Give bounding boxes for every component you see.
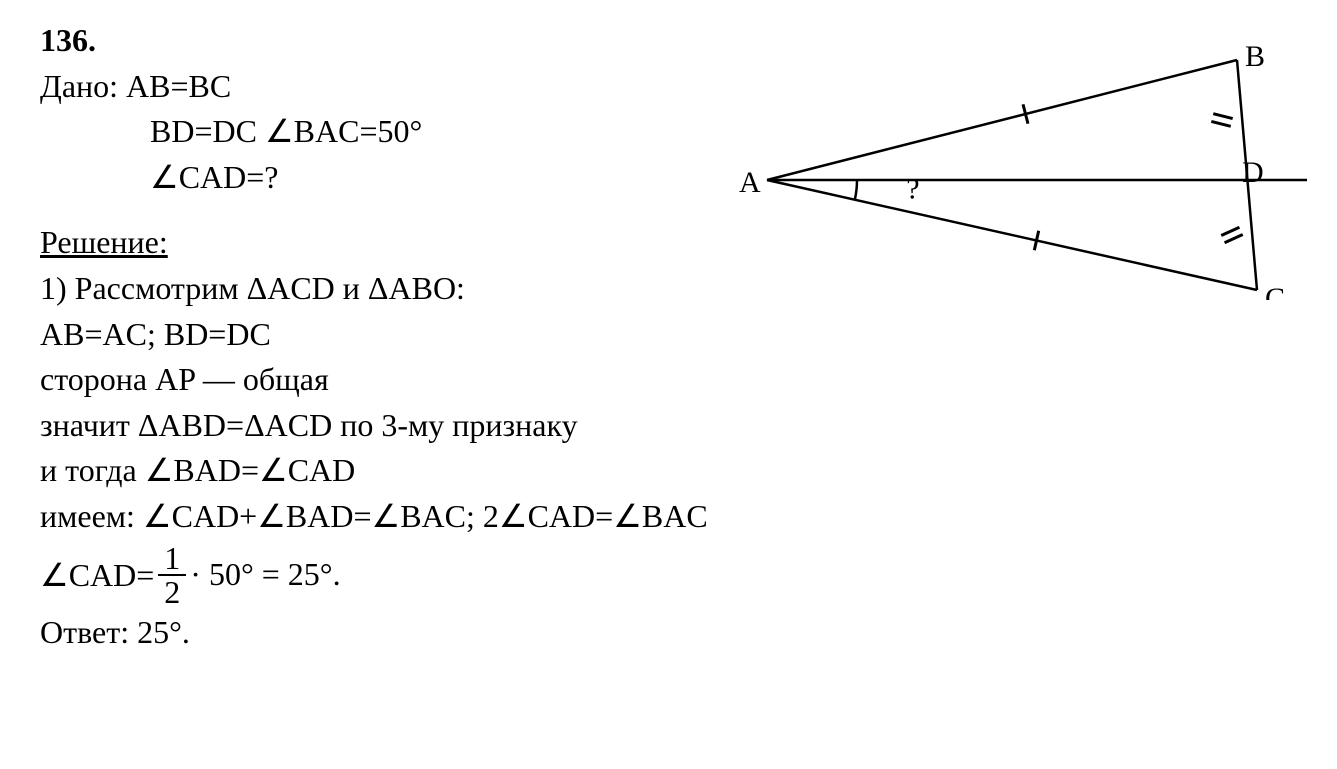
fraction-num: 1 — [158, 542, 186, 576]
svg-text:C: C — [1265, 282, 1285, 300]
svg-text:?: ? — [906, 173, 919, 206]
fraction-den: 2 — [158, 576, 186, 608]
answer: Ответ: 25°. — [40, 612, 1297, 654]
fraction: 1 2 — [158, 542, 186, 608]
step-7: ∠CAD= 1 2 · 50° = 25°. — [40, 542, 1297, 608]
step-5: и тогда ∠BAD=∠CAD — [40, 450, 1297, 492]
step7-prefix: ∠CAD= — [40, 556, 154, 594]
step-6: имеем: ∠CAD+∠BAD=∠BAC; 2∠CAD=∠BAC — [40, 496, 1297, 538]
diagram-svg: A B C D? — [737, 40, 1317, 300]
step-4: значит ΔABD=ΔACD по 3-му признаку — [40, 405, 1297, 447]
svg-text:B: B — [1245, 40, 1265, 73]
svg-text:D: D — [1242, 156, 1264, 189]
step7-suffix: · 50° = 25°. — [190, 556, 340, 593]
given-label: Дано: — [40, 68, 118, 104]
step-3: сторона AP — общая — [40, 359, 1297, 401]
geometry-diagram: A B C D? — [737, 40, 1317, 300]
given-1: AB=BC — [126, 68, 231, 104]
svg-text:A: A — [739, 166, 761, 199]
solution-label: Решение: — [40, 224, 168, 260]
step-2: AB=AC; BD=DC — [40, 314, 1297, 356]
